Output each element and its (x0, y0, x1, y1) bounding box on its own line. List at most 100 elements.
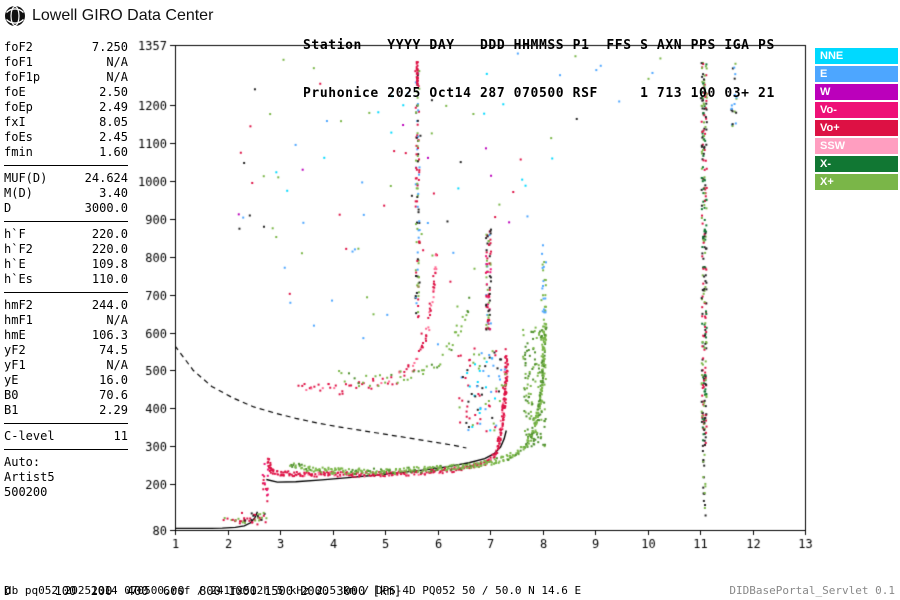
param-row-hf2: h`F2 220.0 (4, 242, 128, 257)
param-value: 3000.0 (84, 201, 128, 215)
legend-item-vo-plus: Vo+ (815, 120, 898, 136)
param-value: N/A (106, 70, 128, 84)
param-row-md: M(D) 3.40 (4, 186, 128, 201)
legend-item-e: E (815, 66, 898, 82)
param-value: N/A (106, 313, 128, 327)
param-label: yF2 (4, 343, 26, 357)
param-label: B1 (4, 403, 19, 417)
param-label: h`F (4, 227, 26, 241)
param-label: M(D) (4, 186, 33, 200)
param-row-hmf2: hmF2 244.0 (4, 298, 128, 313)
panel-divider (4, 292, 128, 293)
param-value: 2.29 (99, 403, 128, 417)
panel-divider (4, 449, 128, 450)
param-row-fxi: fxI 8.05 (4, 115, 128, 130)
autoscaling-line: Artist5 (4, 470, 55, 484)
param-row-fof1p: foF1p N/A (4, 70, 128, 85)
param-row-foep: foEp 2.49 (4, 100, 128, 115)
param-row-d: D 3000.0 (4, 201, 128, 216)
panel-divider (4, 423, 128, 424)
param-value: 220.0 (91, 227, 128, 241)
param-row-yf1: yF1 N/A (4, 358, 128, 373)
muf-table-d-row: D 100 200 400 600 800 1000 1500 2000 300… (4, 584, 402, 598)
legend-item-vo-minus: Vo- (815, 102, 898, 118)
legend-item-ssw: SSW (815, 138, 898, 154)
param-label: foEp (4, 100, 33, 114)
status-left: db pq052 20251014 070500.rsf / 241fx512h… (5, 584, 582, 597)
legend-item-w: W (815, 84, 898, 100)
param-value: 2.45 (99, 130, 128, 144)
param-row-clevel: C-level 11 (4, 429, 128, 444)
param-value: 1.60 (99, 145, 128, 159)
param-row-fof1: foF1 N/A (4, 55, 128, 70)
param-value: 220.0 (91, 242, 128, 256)
app-logo: Lowell GIRO Data Center (4, 5, 213, 27)
param-label: h`Es (4, 272, 33, 286)
param-row-ye: yE 16.0 (4, 373, 128, 388)
legend-item-x-minus: X- (815, 156, 898, 172)
param-label: fmin (4, 145, 33, 159)
param-label: D (4, 201, 12, 215)
param-label: h`E (4, 257, 26, 271)
status-right: DIDBasePortal_Servlet 0.1 (729, 584, 895, 597)
panel-divider (4, 221, 128, 222)
autoscaling-line: 500200 (4, 485, 48, 499)
panel-divider (4, 165, 128, 166)
left-panel: foF2 7.250 foF1 N/A foF1p N/A foE 2.50 foEp 2.49 f… (4, 40, 128, 500)
param-value: 74.5 (99, 343, 128, 357)
param-value: 70.6 (99, 388, 128, 402)
param-label: foF2 (4, 40, 33, 54)
param-row-foes: foEs 2.45 (4, 130, 128, 145)
param-row-hes: h`Es 110.0 (4, 272, 128, 287)
param-value: 109.8 (91, 257, 128, 271)
param-label: foE (4, 85, 26, 99)
param-label: C-level (4, 429, 55, 443)
param-row-b1: B1 2.29 (4, 403, 128, 418)
param-value: 2.50 (99, 85, 128, 99)
param-label: h`F2 (4, 242, 33, 256)
param-label: fxI (4, 115, 26, 129)
legend-item-nne: NNE (815, 48, 898, 64)
header-columns-line: Station YYYY DAY DDD HHMMSS P1 FFS S AXN… (303, 38, 775, 53)
param-row-hmf1: hmF1 N/A (4, 313, 128, 328)
autoscaling-line: Auto: (4, 455, 41, 469)
param-value: 16.0 (99, 373, 128, 387)
param-row-foe: foE 2.50 (4, 85, 128, 100)
station-header: Station YYYY DAY DDD HHMMSS P1 FFS S AXN… (303, 6, 775, 118)
param-label: foF1p (4, 70, 41, 84)
param-row-he: h`E 109.8 (4, 257, 128, 272)
status-bar: db pq052 20251014 070500.rsf / 241fx512h… (0, 584, 900, 599)
param-row-fmin: fmin 1.60 (4, 145, 128, 160)
param-value: 11 (113, 429, 128, 443)
param-row-hf: h`F 220.0 (4, 227, 128, 242)
param-label: hmE (4, 328, 26, 342)
param-label: hmF1 (4, 313, 33, 327)
param-value: N/A (106, 358, 128, 372)
param-label: B0 (4, 388, 19, 402)
param-label: hmF2 (4, 298, 33, 312)
param-label: yE (4, 373, 19, 387)
header-values-line: Pruhonice 2025 Oct14 287 070500 RSF 1 71… (303, 86, 775, 101)
param-value: 3.40 (99, 186, 128, 200)
param-value: 110.0 (91, 272, 128, 286)
param-row-hme: hmE 106.3 (4, 328, 128, 343)
param-value: 106.3 (91, 328, 128, 342)
echo-type-legend: NNE E W Vo- Vo+ SSW X- X+ (815, 48, 898, 192)
param-value: 244.0 (91, 298, 128, 312)
param-row-b0: B0 70.6 (4, 388, 128, 403)
muf-table: D 100 200 400 600 800 1000 1500 2000 300… (4, 554, 401, 600)
param-value: N/A (106, 55, 128, 69)
param-label: foF1 (4, 55, 33, 69)
giro-logo-icon (5, 5, 25, 27)
param-value: 2.49 (99, 100, 128, 114)
legend-item-x-plus: X+ (815, 174, 898, 190)
param-label: foEs (4, 130, 33, 144)
param-row-yf2: yF2 74.5 (4, 343, 128, 358)
param-label: yF1 (4, 358, 26, 372)
param-value: 8.05 (99, 115, 128, 129)
param-row-mufd: MUF(D) 24.624 (4, 171, 128, 186)
param-value: 7.250 (91, 40, 128, 54)
param-row-fof2: foF2 7.250 (4, 40, 128, 55)
app-title: Lowell GIRO Data Center (32, 7, 214, 24)
param-label: MUF(D) (4, 171, 48, 185)
